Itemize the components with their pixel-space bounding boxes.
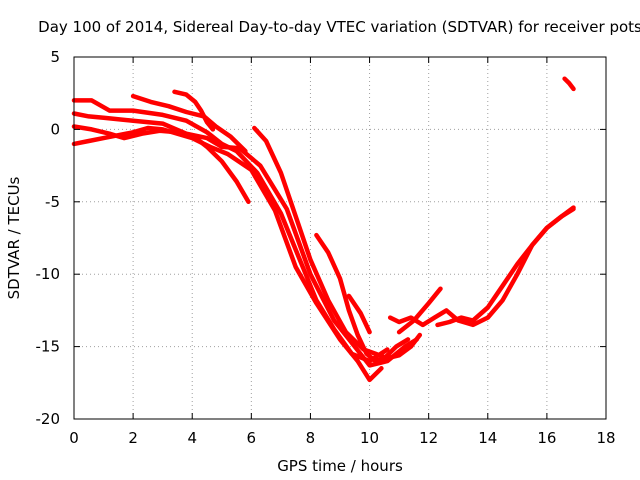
x-tick-label: 14 xyxy=(478,429,497,447)
x-axis-label: GPS time / hours xyxy=(277,457,403,475)
y-tick-label: -5 xyxy=(45,193,60,211)
x-tick-label: 4 xyxy=(187,429,197,447)
x-tick-label: 12 xyxy=(419,429,438,447)
x-tick-label: 18 xyxy=(596,429,615,447)
grid xyxy=(74,57,606,419)
x-tick-label: 0 xyxy=(69,429,79,447)
plot-frame xyxy=(73,56,607,420)
series-pass-8 xyxy=(314,232,411,364)
y-axis-label: SDTVAR / TECUs xyxy=(5,176,23,299)
chart-title: Day 100 of 2014, Sidereal Day-to-day VTE… xyxy=(38,18,640,36)
series-pass-6 xyxy=(172,89,216,132)
x-tick-label: 6 xyxy=(247,429,257,447)
series-pass-12 xyxy=(435,205,576,328)
series-pass-7 xyxy=(252,125,423,361)
series-pass-11 xyxy=(396,286,443,335)
axis-ticks: 0 2 4 6 8 10 12 14 16 18 5 0 -5 -10 -15 -20 xyxy=(36,48,616,447)
y-tick-label: 5 xyxy=(50,48,60,66)
series-pass-4 xyxy=(71,124,251,205)
y-tick-label: -15 xyxy=(36,338,61,356)
series-pass-13 xyxy=(562,76,576,92)
series-pass-2 xyxy=(71,111,420,368)
x-tick-label: 16 xyxy=(537,429,556,447)
series-pass-5 xyxy=(130,93,248,154)
y-tick-label: 0 xyxy=(50,120,60,138)
y-tick-label: -10 xyxy=(36,265,61,283)
series-pass-9 xyxy=(346,293,372,335)
x-tick-label: 2 xyxy=(128,429,138,447)
y-tick-label: -20 xyxy=(36,410,61,428)
x-tick-label: 8 xyxy=(306,429,316,447)
x-tick-label: 10 xyxy=(360,429,379,447)
data-series-group xyxy=(71,76,576,383)
